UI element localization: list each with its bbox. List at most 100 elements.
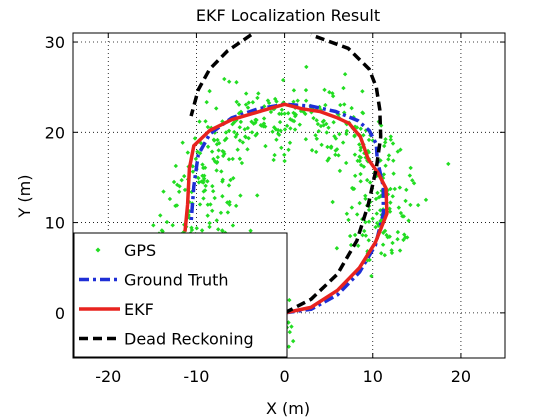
gps-point xyxy=(180,140,185,145)
gps-point xyxy=(411,180,417,186)
gps-point xyxy=(193,156,199,162)
gps-point xyxy=(287,297,292,303)
gps-point xyxy=(311,115,316,121)
gps-point xyxy=(170,223,175,228)
gps-point xyxy=(270,129,275,134)
gps-point xyxy=(205,202,211,207)
dead-reckoning-line xyxy=(283,33,383,315)
gps-point xyxy=(328,145,334,151)
gps-point xyxy=(385,235,390,240)
gps-point xyxy=(358,155,364,160)
gps-point xyxy=(207,220,212,226)
gps-point xyxy=(403,198,408,204)
gps-point xyxy=(337,131,342,137)
gps-point xyxy=(279,111,284,117)
gps-point xyxy=(263,143,268,149)
gps-point xyxy=(255,95,260,101)
gps-point xyxy=(387,209,393,214)
gps-point xyxy=(382,253,387,258)
gps-point xyxy=(303,137,309,142)
gps-point xyxy=(366,238,371,243)
gps-point xyxy=(182,187,188,193)
gps-point xyxy=(282,111,287,116)
gps-point xyxy=(192,136,198,141)
gps-point xyxy=(358,148,363,153)
gps-point xyxy=(355,158,360,164)
gps-point xyxy=(360,89,365,94)
gps-point xyxy=(352,173,358,178)
gps-point xyxy=(319,142,324,148)
gps-point xyxy=(216,141,222,146)
gps-point xyxy=(380,242,386,247)
gps-point xyxy=(207,88,212,94)
gps-point xyxy=(396,205,402,210)
gps-point xyxy=(199,228,205,233)
gps-point xyxy=(220,119,225,124)
gps-point xyxy=(330,199,335,205)
gps-point xyxy=(282,152,287,158)
gps-point xyxy=(290,338,296,344)
gps-point xyxy=(277,111,282,117)
gps-point xyxy=(363,233,369,238)
gps-point xyxy=(225,210,231,215)
gps-point xyxy=(352,134,357,139)
gps-point xyxy=(370,216,375,221)
gps-point xyxy=(330,93,336,99)
gps-point xyxy=(205,213,210,218)
gps-point xyxy=(214,106,219,111)
gps-point xyxy=(350,185,355,191)
gps-point xyxy=(255,193,260,198)
gps-point xyxy=(381,172,387,177)
gps-point xyxy=(222,76,227,82)
gps-point xyxy=(205,124,211,130)
gps-point xyxy=(410,178,415,183)
gps-point xyxy=(356,243,361,248)
gps-point xyxy=(246,136,251,141)
gps-point xyxy=(202,188,208,193)
gps-point xyxy=(324,130,329,135)
gps-point xyxy=(313,133,318,138)
gps-point xyxy=(212,138,217,143)
gps-point xyxy=(159,228,165,233)
gps-point xyxy=(388,186,393,192)
gps-point xyxy=(400,214,405,219)
gps-point xyxy=(215,155,221,160)
gps-point xyxy=(236,102,242,107)
gps-point xyxy=(346,217,351,223)
gps-point xyxy=(354,212,360,217)
gps-point xyxy=(209,149,215,154)
gps-point xyxy=(304,64,309,70)
gps-point xyxy=(321,123,326,128)
gps-point xyxy=(272,152,277,158)
gps-point xyxy=(158,213,163,218)
gps-point xyxy=(185,150,190,155)
gps-point xyxy=(367,180,373,185)
gps-point xyxy=(276,132,282,138)
legend-label-dead-reckoning: Dead Reckoning xyxy=(124,330,254,349)
gps-point xyxy=(222,151,227,157)
gps-point xyxy=(286,344,292,349)
gps-point xyxy=(374,211,379,216)
gps-point xyxy=(230,223,236,228)
gps-point xyxy=(292,127,298,132)
gps-point xyxy=(375,190,380,196)
gps-point xyxy=(205,179,210,184)
gps-point xyxy=(237,125,242,130)
x-tick-label: 20 xyxy=(451,367,471,386)
x-tick-label: -20 xyxy=(95,367,121,386)
gps-point xyxy=(370,138,376,143)
gps-point xyxy=(237,138,243,143)
gps-point xyxy=(397,185,403,190)
gps-point xyxy=(196,175,201,181)
gps-point xyxy=(358,179,363,184)
gps-point xyxy=(334,147,340,152)
gps-point xyxy=(398,147,403,152)
gps-point xyxy=(212,159,218,164)
gps-point xyxy=(221,153,226,159)
gps-point xyxy=(216,227,221,232)
gps-point xyxy=(233,134,238,140)
gps-point xyxy=(386,157,391,162)
gps-point xyxy=(363,193,368,198)
gps-point xyxy=(382,143,387,149)
gps-point xyxy=(325,158,330,163)
